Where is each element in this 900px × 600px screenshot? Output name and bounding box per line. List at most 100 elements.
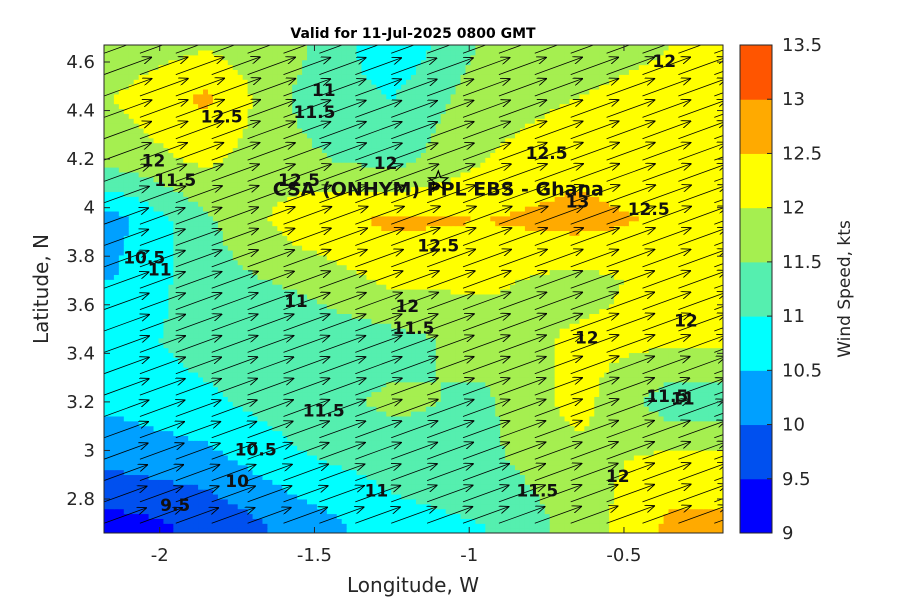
speed-cell	[242, 342, 249, 349]
speed-cell	[188, 523, 194, 529]
speed-cell	[212, 503, 219, 510]
speed-cell	[282, 479, 288, 485]
speed-cell	[326, 498, 333, 505]
speed-cell	[262, 425, 269, 432]
speed-cell	[133, 528, 140, 533]
speed-cell	[232, 411, 239, 417]
speed-cell	[307, 498, 313, 505]
speed-cell	[203, 518, 209, 524]
speed-cell	[529, 367, 536, 373]
speed-cell	[549, 376, 556, 383]
speed-cell	[302, 474, 308, 480]
speed-cell	[222, 362, 229, 368]
speed-cell	[604, 406, 610, 412]
speed-cell	[148, 371, 155, 378]
speed-cell	[445, 425, 452, 432]
speed-cell	[495, 479, 501, 485]
speed-cell	[708, 386, 714, 393]
speed-cell	[678, 406, 684, 412]
speed-cell	[653, 391, 660, 397]
speed-cell	[237, 386, 244, 393]
speed-cell	[668, 406, 675, 412]
speed-cell	[475, 484, 481, 490]
speed-cell	[693, 425, 699, 432]
speed-cell	[529, 376, 536, 383]
speed-cell	[297, 371, 303, 378]
speed-cell	[505, 445, 511, 451]
speed-cell	[371, 376, 377, 383]
speed-cell	[594, 386, 600, 393]
speed-cell	[450, 484, 457, 490]
speed-cell	[207, 523, 214, 529]
speed-cell	[227, 367, 234, 373]
speed-cell	[292, 411, 298, 417]
speed-cell	[708, 474, 714, 480]
speed-cell	[302, 435, 308, 441]
speed-cell	[450, 391, 457, 397]
speed-cell	[470, 489, 476, 495]
speed-cell	[713, 367, 719, 373]
speed-cell	[693, 498, 699, 505]
speed-cell	[302, 513, 308, 519]
speed-cell	[698, 528, 704, 533]
speed-cell	[148, 362, 155, 368]
speed-cell	[277, 415, 283, 422]
speed-cell	[287, 342, 293, 349]
speed-cell	[356, 367, 363, 373]
speed-cell	[227, 445, 234, 451]
speed-cell	[371, 464, 377, 471]
speed-cell	[108, 362, 115, 368]
speed-cell	[153, 474, 160, 480]
speed-cell	[713, 489, 719, 495]
speed-cell	[153, 445, 160, 451]
speed-cell	[450, 342, 457, 349]
speed-cell	[495, 518, 501, 524]
speed-cell	[465, 430, 472, 436]
speed-cell	[153, 484, 160, 490]
speed-cell	[232, 367, 239, 373]
speed-cell	[277, 528, 283, 533]
speed-cell	[435, 474, 442, 480]
speed-cell	[485, 518, 491, 524]
speed-cell	[277, 523, 283, 529]
speed-cell	[123, 352, 130, 358]
speed-cell	[480, 508, 486, 515]
speed-cell	[500, 498, 506, 505]
speed-cell	[113, 342, 120, 349]
speed-cell	[178, 498, 184, 505]
speed-cell	[440, 396, 447, 402]
speed-cell	[515, 411, 521, 417]
speed-cell	[212, 352, 219, 358]
speed-cell	[178, 479, 184, 485]
speed-cell	[188, 498, 194, 505]
speed-cell	[143, 406, 150, 412]
speed-cell	[500, 362, 506, 368]
speed-cell	[653, 528, 660, 533]
speed-cell	[222, 401, 229, 407]
speed-cell	[688, 357, 694, 363]
speed-cell	[153, 528, 160, 533]
speed-cell	[450, 347, 457, 354]
speed-cell	[133, 445, 140, 451]
speed-cell	[371, 508, 377, 515]
speed-cell	[158, 528, 165, 533]
speed-cell	[272, 415, 278, 422]
speed-cell	[376, 337, 382, 344]
speed-cell	[207, 474, 214, 480]
speed-cell	[564, 391, 571, 397]
speed-cell	[554, 503, 561, 510]
speed-cell	[267, 440, 273, 446]
speed-cell	[623, 489, 630, 495]
speed-cell	[168, 420, 174, 427]
speed-cell	[658, 391, 665, 397]
speed-cell	[331, 352, 338, 358]
speed-cell	[307, 347, 313, 354]
speed-cell	[287, 493, 293, 500]
speed-cell	[351, 430, 358, 436]
speed-cell	[638, 411, 645, 417]
speed-cell	[307, 508, 313, 515]
speed-cell	[663, 357, 670, 363]
speed-cell	[574, 371, 580, 378]
speed-cell	[559, 464, 566, 471]
speed-cell	[376, 479, 382, 485]
